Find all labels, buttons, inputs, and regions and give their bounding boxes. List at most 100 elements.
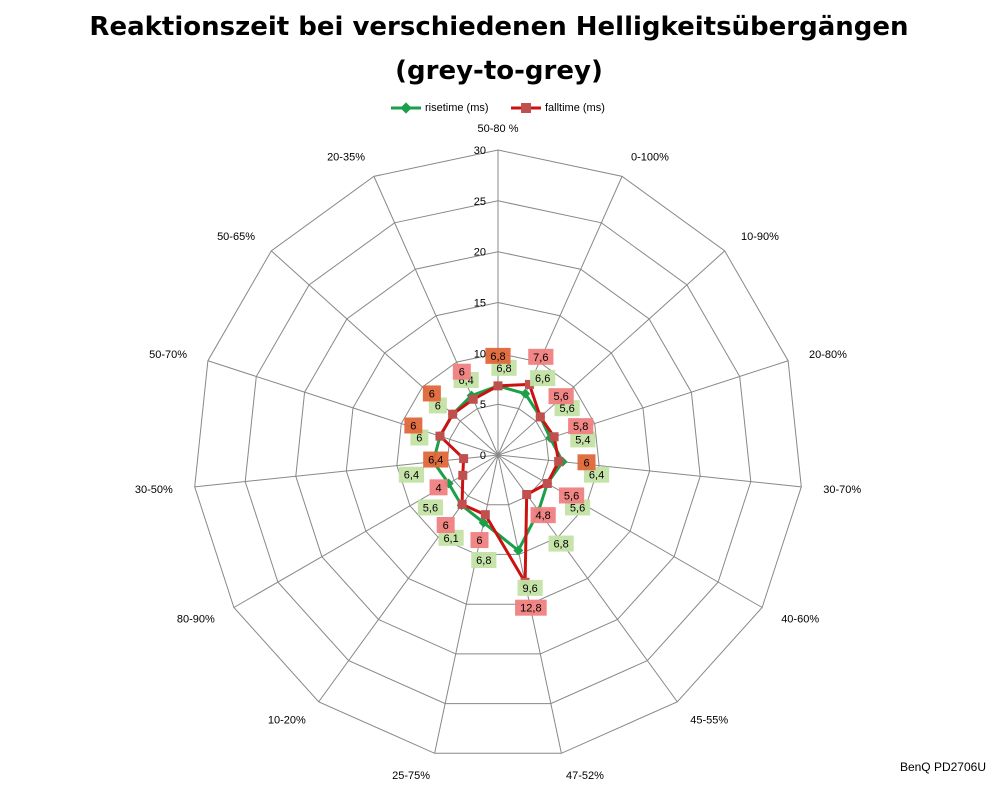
risetime-data-label: 6,4 xyxy=(404,470,419,482)
category-label: 0-100% xyxy=(631,151,669,163)
falltime-data-label-bg xyxy=(577,454,596,471)
grid-ring xyxy=(194,149,802,754)
grid-spoke xyxy=(207,360,499,456)
falltime-data-label: 4,8 xyxy=(535,510,550,522)
risetime-point xyxy=(520,388,531,399)
falltime-data-label-bg xyxy=(558,487,585,504)
risetime-data-label: 6 xyxy=(416,432,422,444)
risetime-data-label-bg xyxy=(530,370,556,387)
falltime-data-label: 6 xyxy=(429,388,435,400)
legend-swatch-falltime xyxy=(511,103,541,113)
falltime-data-label: 4 xyxy=(435,482,441,494)
risetime-data-label-bg xyxy=(583,466,610,483)
grid-spoke xyxy=(194,454,499,488)
grid-spoke xyxy=(497,176,623,456)
category-label: 30-70% xyxy=(823,484,861,496)
category-label: 47-52% xyxy=(566,770,604,782)
grid-spoke xyxy=(497,454,802,488)
category-label: 20-80% xyxy=(809,349,847,361)
risetime-data-label-bg xyxy=(570,431,596,448)
falltime-point xyxy=(480,510,490,520)
risetime-data-label: 9,6 xyxy=(522,583,537,595)
falltime-point xyxy=(522,489,532,499)
grid-ring xyxy=(295,251,701,655)
risetime-data-label: 5,4 xyxy=(575,434,590,446)
falltime-data-label: 6 xyxy=(443,520,449,532)
chart-title: Reaktionszeit bei verschiedenen Helligke… xyxy=(89,12,909,42)
axis-tick-label: 20 xyxy=(474,247,486,259)
falltime-point xyxy=(493,381,503,391)
falltime-point xyxy=(542,478,552,488)
falltime-series-line xyxy=(438,382,561,584)
risetime-data-label-bg xyxy=(398,466,425,483)
risetime-data-label: 6,8 xyxy=(476,555,491,567)
watermark: BenQ PD2706U xyxy=(899,760,986,774)
grid-ring xyxy=(244,200,752,705)
risetime-data-label: 5,6 xyxy=(423,502,438,514)
falltime-data-label: 7,6 xyxy=(533,352,548,364)
falltime-data-label-bg xyxy=(515,599,547,616)
category-label: 80-90% xyxy=(177,614,215,626)
falltime-point xyxy=(448,409,458,419)
risetime-data-label-bg xyxy=(517,579,543,596)
category-label: 30-50% xyxy=(135,484,173,496)
risetime-data-label: 6,8 xyxy=(496,363,511,375)
grid-ring xyxy=(446,403,550,506)
risetime-data-label: 6,8 xyxy=(553,539,568,551)
risetime-data-label-bg xyxy=(548,535,574,552)
grid-spoke xyxy=(233,454,499,608)
axis-tick-label: 0 xyxy=(480,450,486,462)
falltime-data-label: 5,8 xyxy=(573,421,588,433)
falltime-data-label: 6 xyxy=(410,420,416,432)
category-label: 50-70% xyxy=(149,349,187,361)
category-label: 45-55% xyxy=(690,715,728,727)
falltime-data-label: 6,4 xyxy=(428,455,443,467)
grid-ring xyxy=(396,352,600,555)
falltime-data-label-bg xyxy=(404,417,423,434)
falltime-data-label: 6 xyxy=(459,367,465,379)
category-label: 40-60% xyxy=(781,614,819,626)
risetime-data-label: 5,6 xyxy=(570,502,585,514)
legend-swatch-risetime xyxy=(391,102,421,114)
axis-tick-label: 25 xyxy=(474,196,486,208)
axis-tick-label: 10 xyxy=(474,348,486,360)
grid-spoke xyxy=(497,360,789,456)
falltime-point xyxy=(457,499,467,509)
falltime-data-label: 6 xyxy=(583,457,589,469)
falltime-data-label: 5,6 xyxy=(553,391,568,403)
risetime-data-label-bg xyxy=(471,552,497,569)
falltime-data-label-bg xyxy=(548,388,574,405)
falltime-data-label: 6 xyxy=(476,535,482,547)
risetime-data-label: 6,6 xyxy=(535,373,550,385)
falltime-point xyxy=(549,432,559,442)
falltime-data-label-bg xyxy=(452,363,471,380)
category-label: 50-65% xyxy=(217,231,255,243)
axis-tick-label: 5 xyxy=(480,399,486,411)
risetime-data-label-bg xyxy=(438,529,464,546)
legend-label-falltime: falltime (ms) xyxy=(545,102,605,114)
axis-tick-label: 15 xyxy=(474,298,486,310)
falltime-data-label-bg xyxy=(470,532,489,549)
grid-spoke xyxy=(271,250,499,456)
falltime-data-label-bg xyxy=(423,451,449,468)
axis-tick-label: 30 xyxy=(474,145,486,157)
falltime-point xyxy=(459,454,469,464)
falltime-point xyxy=(435,431,445,441)
legend-label-risetime: risetime (ms) xyxy=(425,102,489,114)
grid-spoke xyxy=(373,176,499,456)
risetime-point xyxy=(478,517,489,528)
falltime-data-label-bg xyxy=(422,385,441,402)
risetime-data-label-bg xyxy=(417,499,444,516)
risetime-data-label: 6,1 xyxy=(443,533,458,545)
chart-subtitle: (grey-to-grey) xyxy=(395,56,603,86)
category-label: 50-80 % xyxy=(478,123,519,135)
category-label: 25-75% xyxy=(392,770,430,782)
falltime-point xyxy=(535,412,545,422)
grid-spoke xyxy=(318,454,499,703)
falltime-data-label: 12,8 xyxy=(520,603,541,615)
falltime-point xyxy=(458,470,468,480)
legend: risetime (ms) falltime (ms) xyxy=(0,100,998,116)
grid-spoke xyxy=(497,454,763,608)
falltime-data-label: 5,6 xyxy=(564,490,579,502)
